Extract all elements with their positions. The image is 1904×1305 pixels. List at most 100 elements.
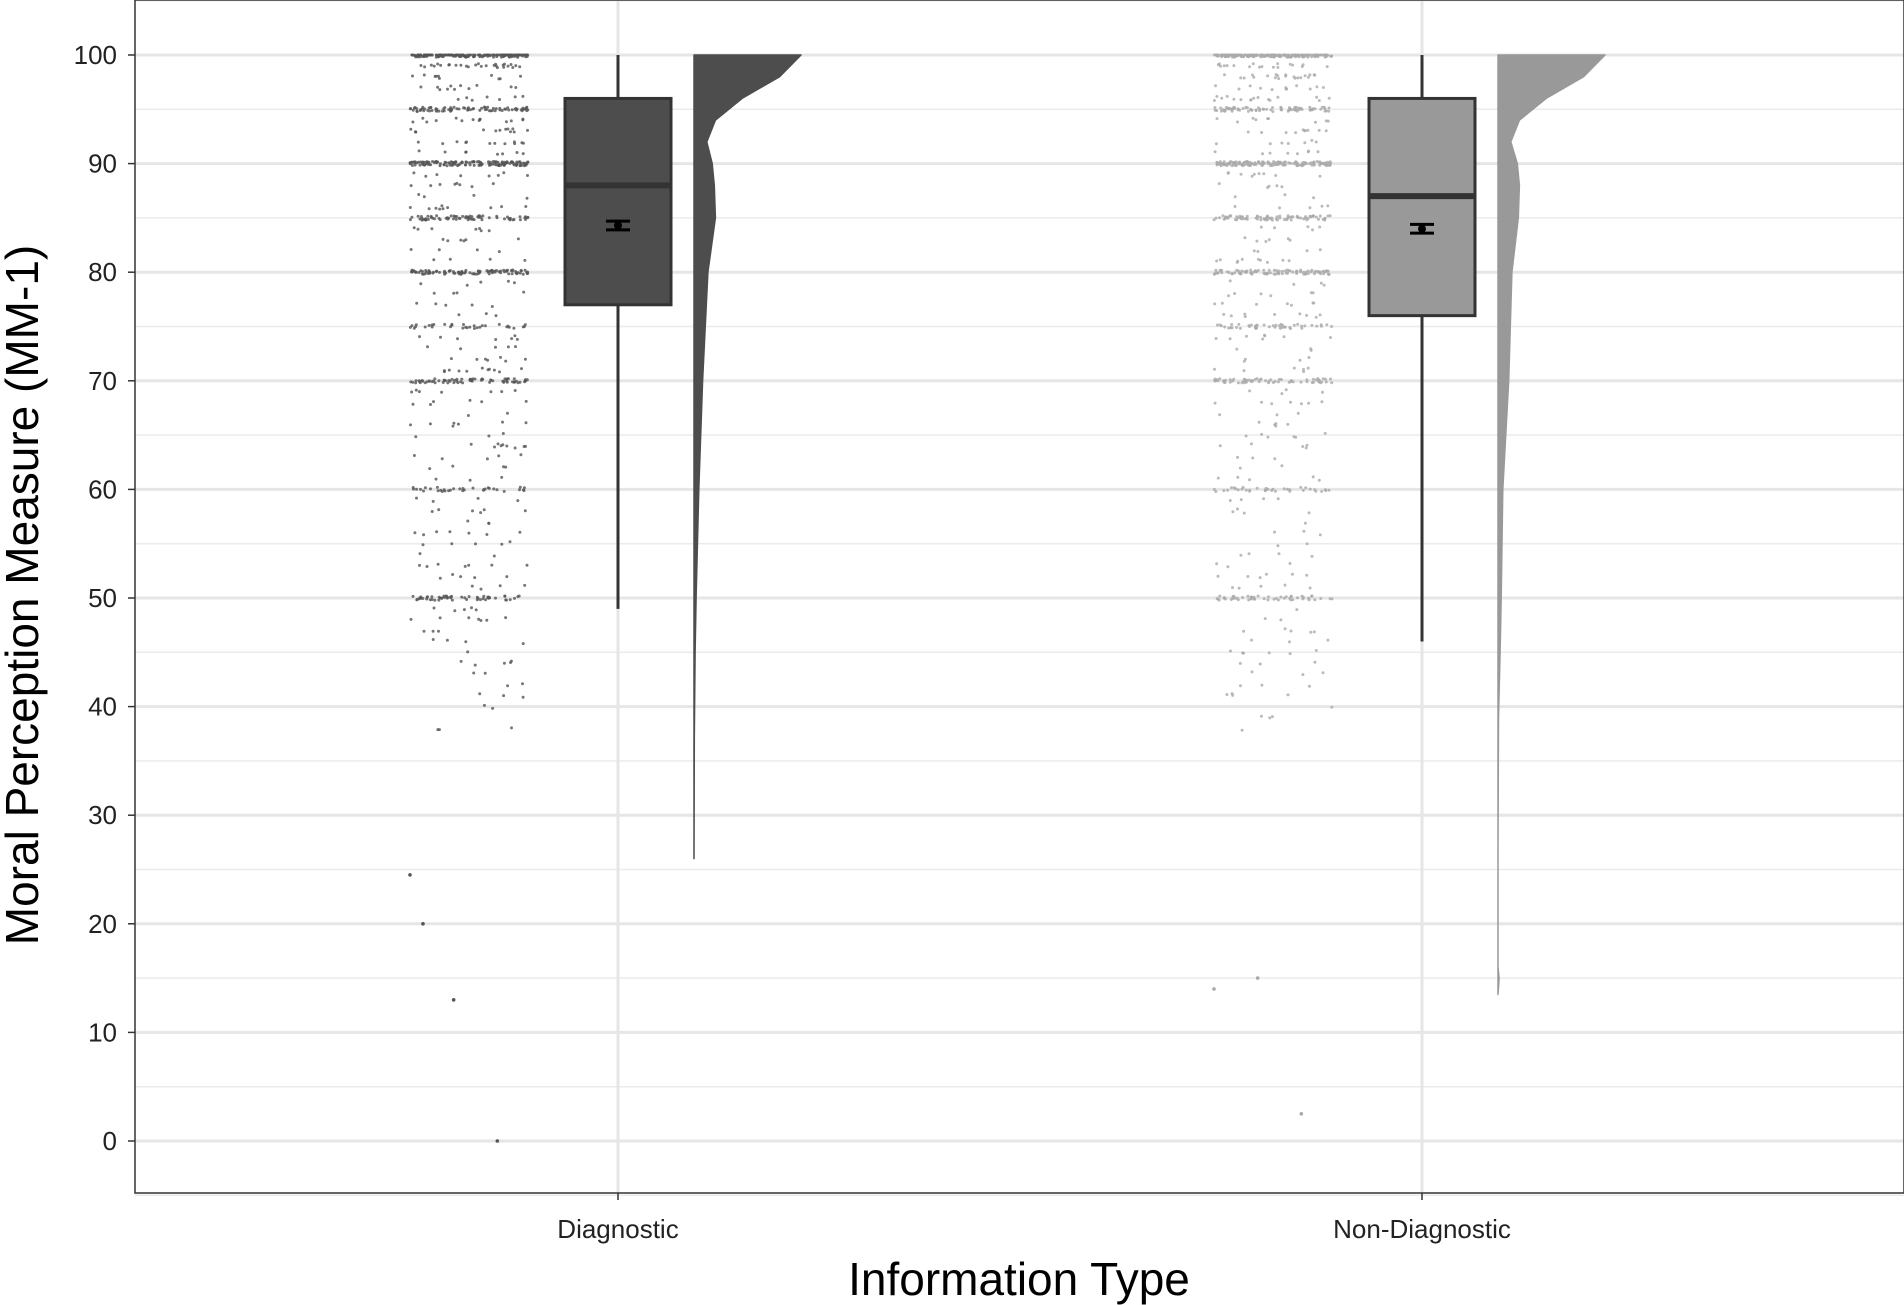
data-point [1222,53,1226,57]
data-point [506,684,510,688]
data-point [424,269,428,272]
data-point [509,63,513,66]
data-point [1255,302,1258,306]
data-point [436,489,440,493]
data-point [433,377,437,381]
data-point [1299,76,1303,80]
data-point [1239,498,1243,502]
data-point [1275,413,1279,417]
data-point [466,519,470,523]
data-point [453,87,456,91]
data-point [422,489,425,493]
data-point [1230,323,1234,326]
data-point [1258,378,1262,382]
data-point [1236,120,1239,124]
x-tick-label: Diagnostic [557,1214,678,1244]
data-point [465,96,469,100]
data-point [518,485,522,489]
data-point [1251,53,1255,57]
data-point [465,598,469,601]
data-point [1222,64,1226,68]
data-point [434,74,438,78]
data-point [493,109,497,113]
data-point [1258,107,1262,111]
data-point [1325,164,1329,168]
data-point [1248,389,1252,393]
data-point [523,107,527,111]
data-point [1222,312,1226,316]
data-point [444,303,448,307]
data-point [1221,214,1225,218]
data-point [497,454,501,458]
data-point [440,457,444,461]
data-point [526,108,530,112]
data-point [1213,302,1217,306]
data-point [1265,218,1269,222]
data-point [1317,99,1321,102]
data-point [1214,271,1218,275]
data-point [485,618,489,622]
data-point [1318,313,1322,317]
data-point [444,594,448,598]
data-point [523,163,527,167]
data-point [447,368,451,372]
data-point [513,380,517,384]
data-point [498,370,501,374]
data-point [512,377,516,381]
x-axis-ticks: Diagnostic Non-Diagnostic [557,1193,1511,1244]
data-point [459,174,463,178]
data-point [479,619,483,622]
data-point [500,542,504,546]
data-point [470,378,474,382]
data-point [421,922,425,926]
data-point [1233,271,1237,275]
data-point [422,533,426,537]
data-point [1232,161,1235,165]
data-point [1239,684,1242,688]
data-point [415,301,419,305]
data-point [1281,258,1285,262]
data-point [513,107,517,111]
data-point [1259,225,1263,229]
data-point [429,403,432,406]
data-point [493,270,497,274]
data-point [493,445,496,449]
data-point [491,706,495,710]
data-point [1223,597,1227,601]
data-point [1326,638,1330,642]
data-point [1282,160,1286,164]
data-point [503,594,507,598]
data-point [1217,62,1221,66]
data-point [1219,53,1223,57]
data-point [484,357,487,361]
data-point [444,379,448,383]
data-point [500,109,504,112]
data-point [494,596,497,600]
data-point [448,162,452,165]
data-point [485,533,489,536]
data-point [429,63,433,67]
data-point [1324,489,1328,492]
data-point [1292,282,1296,286]
data-point [1256,96,1260,99]
data-point [448,530,452,534]
data-point [1274,174,1278,177]
data-point [470,584,474,588]
data-point [458,217,462,220]
data-point [1278,324,1281,328]
data-point [482,54,486,58]
data-point [446,239,450,243]
data-point [467,531,471,535]
data-point [411,108,415,112]
data-point [1262,597,1266,601]
data-point [1285,302,1289,306]
data-point [523,583,527,587]
data-point [441,237,445,241]
data-point [1213,401,1217,405]
data-point [1260,131,1264,134]
data-point [451,424,455,428]
data-point [1225,693,1229,696]
data-point [1237,53,1241,57]
data-point [1288,562,1292,565]
data-point [472,53,476,57]
